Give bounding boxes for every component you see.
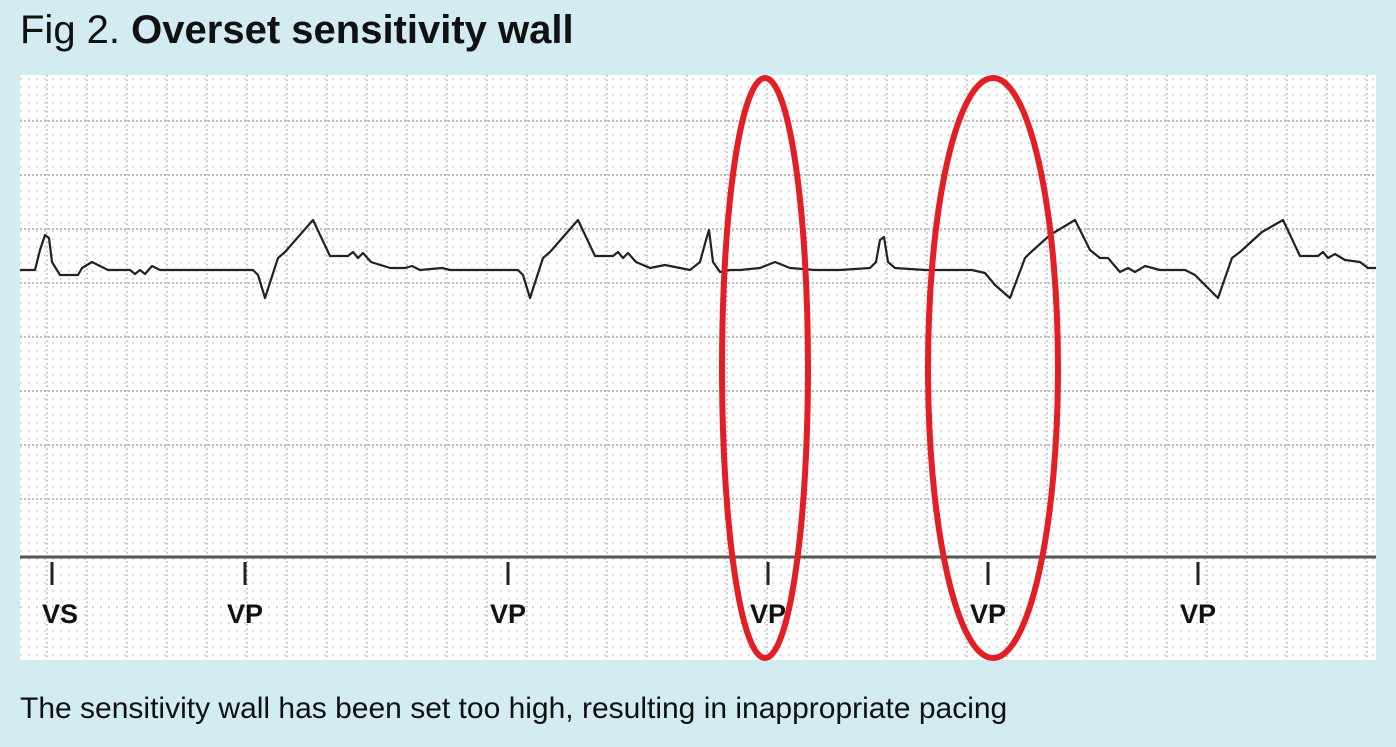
marker-label-vp: VP — [1180, 599, 1216, 629]
highlight-ellipse — [719, 75, 811, 661]
ecg-grid — [20, 75, 1376, 660]
ecg-trace — [20, 218, 1376, 300]
highlight-ellipses — [719, 75, 1061, 661]
figure-caption: The sensitivity wall has been set too hi… — [20, 692, 1008, 725]
figure-title: Fig 2. Overset sensitivity wall — [20, 8, 574, 53]
marker-label-vp: VP — [490, 599, 526, 629]
marker-label-vp: VP — [970, 599, 1006, 629]
figure-heading: Overset sensitivity wall — [131, 8, 574, 52]
marker-channel: VS VP VP VP VP VP — [42, 562, 1216, 629]
highlight-ellipse — [925, 75, 1061, 661]
figure-label: Fig 2. — [20, 8, 121, 52]
marker-label-vp: VP — [750, 599, 786, 629]
marker-label-vs: VS — [42, 599, 78, 629]
marker-label-vp: VP — [227, 599, 263, 629]
